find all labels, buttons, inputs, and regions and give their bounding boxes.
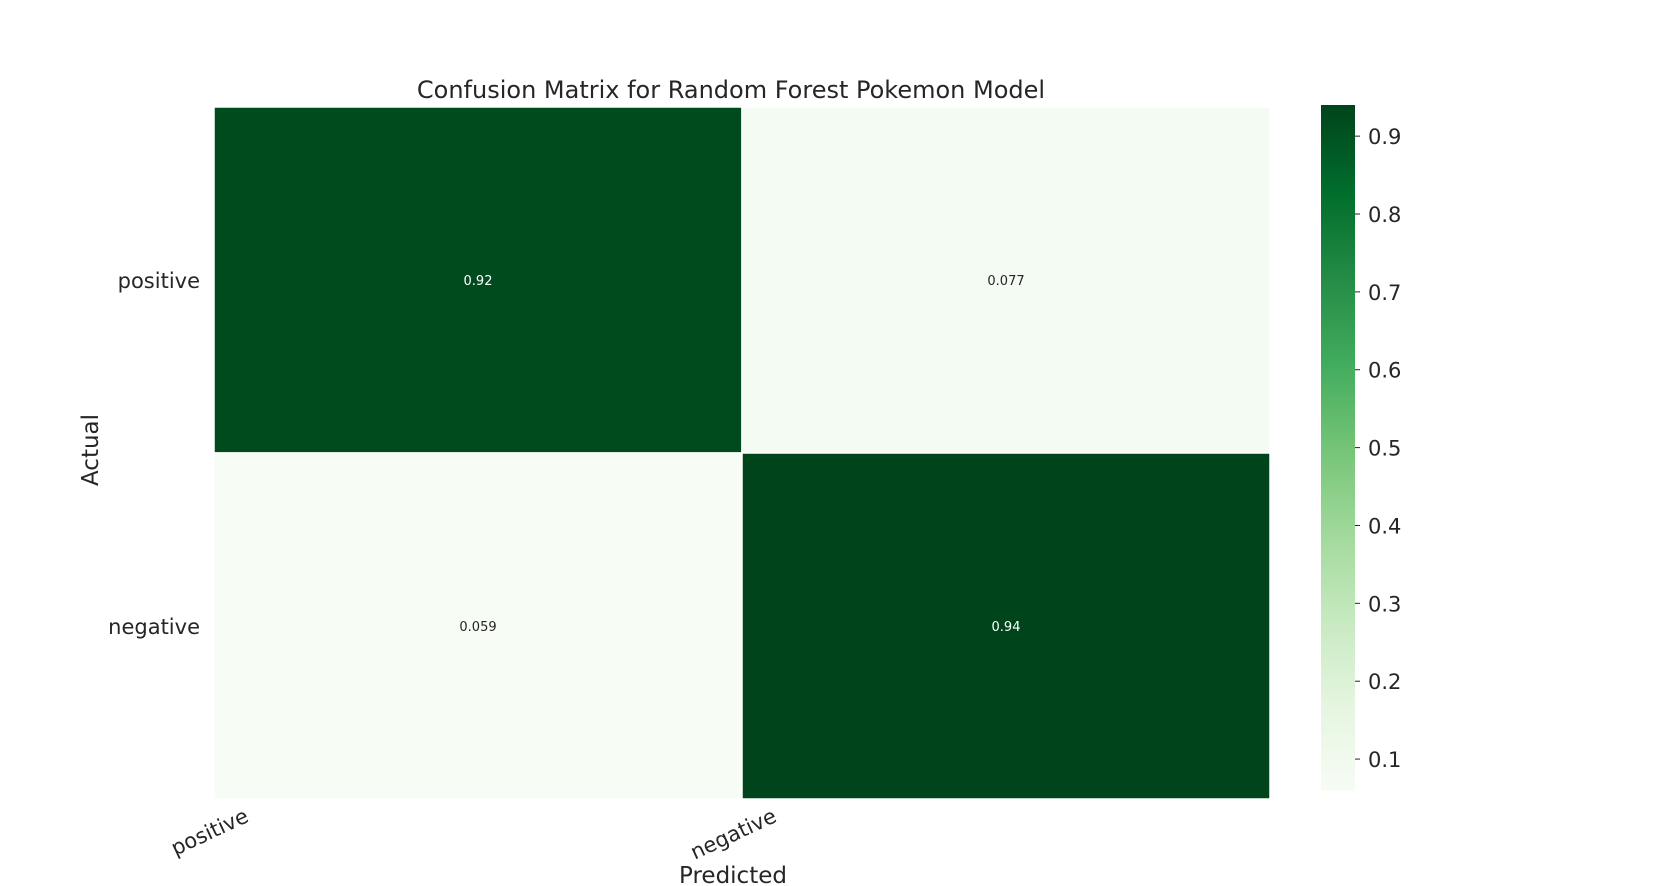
colorbar-tick-label: 0.8 [1368,203,1401,227]
x-tick-label: positive [167,804,252,861]
y-tick-label: positive [118,269,200,293]
colorbar-tick-label: 0.1 [1368,748,1401,772]
colorbar-tick-label: 0.2 [1368,670,1401,694]
colorbar-tick-label: 0.9 [1368,125,1401,149]
chart-title: Confusion Matrix for Random Forest Pokem… [417,76,1045,104]
colorbar-tick-label: 0.5 [1368,437,1401,461]
heatmap-cells [213,106,1271,800]
heatmap-cell-negative-negative [741,452,1271,800]
y-tick-label: negative [108,615,200,639]
heatmap-cell-positive-positive [213,106,743,454]
x-axis-label: Predicted [679,863,787,886]
x-tick-label: negative [687,804,780,865]
colorbar-tick-label: 0.3 [1368,592,1401,616]
colorbar-tick-labels: 0.1 0.2 0.3 0.4 0.5 0.6 0.7 0.8 0.9 [1355,125,1401,772]
heatmap-cell-positive-negative [741,106,1271,454]
cell-value-label: 0.92 [464,274,493,289]
heatmap-cell-negative-positive [213,452,743,800]
y-axis-label: Actual [78,414,104,486]
colorbar [1321,105,1355,791]
colorbar-tick-label: 0.6 [1368,359,1401,383]
cell-value-label: 0.94 [992,620,1021,635]
cell-value-label: 0.077 [987,274,1024,289]
colorbar-tick-label: 0.4 [1368,514,1401,538]
cell-value-label: 0.059 [459,620,496,635]
heatmap-cell-labels: 0.92 0.077 0.059 0.94 [459,274,1024,635]
colorbar-tick-label: 0.7 [1368,281,1401,305]
x-axis-tick-labels: positive negative [167,804,780,865]
y-axis-tick-labels: positive negative [108,269,200,639]
